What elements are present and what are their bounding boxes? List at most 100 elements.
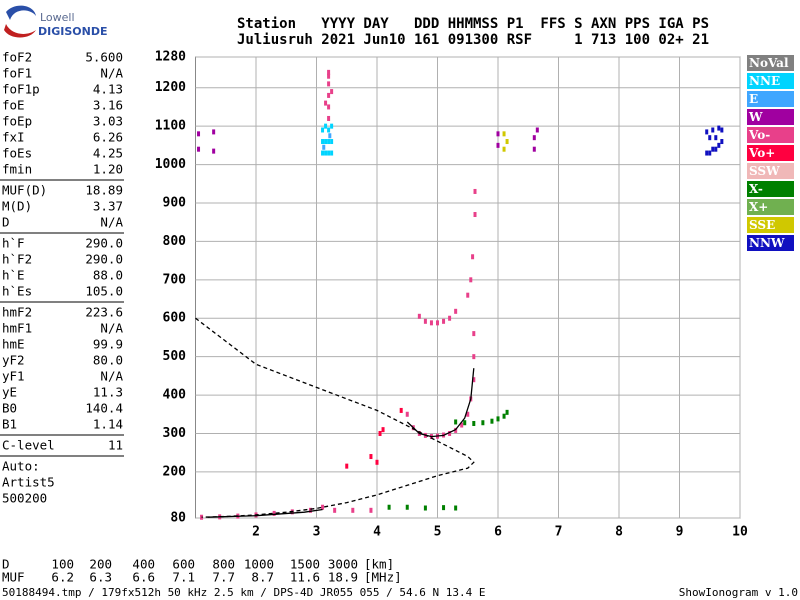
muf-cell: 800 — [212, 557, 235, 572]
echo-point — [448, 315, 452, 321]
echo-point — [327, 73, 331, 79]
logo-swirl — [6, 5, 36, 20]
echo-point — [490, 418, 494, 424]
legend-label: Vo- — [748, 128, 770, 142]
echo-point — [369, 454, 373, 460]
param-name: h`F — [2, 236, 25, 251]
param-name: yF1 — [2, 369, 25, 384]
param-value: 11.3 — [93, 385, 123, 400]
y-tick-label: 600 — [163, 311, 187, 326]
profile-line — [207, 508, 323, 518]
param-name: foF1 — [2, 66, 32, 81]
param-name: fxI — [2, 130, 25, 145]
echo-point — [327, 92, 331, 98]
muf-cell: 7.7 — [212, 570, 235, 585]
param-value: N/A — [100, 215, 123, 230]
muf-cell: MUF — [2, 570, 25, 585]
echo-point — [308, 507, 312, 513]
echo-point — [321, 504, 325, 510]
legend-label: E — [749, 92, 758, 106]
header-line: Juliusruh 2021 Jun10 161 091300 RSF 1 71… — [237, 32, 709, 48]
param-value: 290.0 — [85, 252, 123, 267]
param-value: N/A — [100, 321, 123, 336]
legend-label: X+ — [749, 200, 768, 214]
muf-cell: 1000 — [244, 557, 274, 572]
echo-point — [322, 144, 326, 150]
echo-point — [711, 146, 715, 152]
echo-point — [442, 318, 446, 324]
echo-point — [481, 420, 485, 426]
legend-swatch — [747, 127, 794, 143]
echo-point — [460, 422, 464, 428]
y-tick-label: 800 — [163, 234, 187, 249]
x-tick-label: 9 — [676, 525, 684, 540]
echo-point — [471, 254, 475, 260]
echo-point — [321, 139, 325, 145]
param-name: yE — [2, 385, 17, 400]
echo-point — [327, 104, 331, 110]
echo-point — [423, 318, 427, 324]
echo-point — [720, 127, 724, 133]
param-value: 11 — [108, 438, 123, 453]
param-value: 105.0 — [85, 284, 123, 299]
echo-point — [330, 139, 334, 145]
legend-label: SSE — [749, 218, 775, 232]
legend-swatch — [747, 55, 794, 71]
legend-swatch — [747, 181, 794, 197]
echo-point — [212, 148, 216, 154]
x-tick-label: 3 — [313, 525, 321, 540]
echo-point — [387, 504, 391, 510]
y-tick-label: 400 — [163, 388, 187, 403]
echo-point — [327, 115, 331, 121]
echo-point — [535, 127, 539, 133]
legend-label: W — [748, 110, 763, 124]
x-tick-label: 8 — [615, 525, 623, 540]
echo-point — [472, 331, 476, 337]
echo-point — [717, 125, 721, 131]
y-tick-label: 500 — [163, 349, 187, 364]
legend-swatch — [747, 235, 794, 251]
param-name: yF2 — [2, 353, 25, 368]
echo-point — [381, 427, 385, 433]
echo-point — [378, 430, 382, 436]
param-value: 80.0 — [93, 353, 123, 368]
param-name: h`F2 — [2, 252, 32, 267]
y-tick-label: 200 — [163, 464, 187, 479]
muf-cell: 18.9 — [328, 570, 358, 585]
echo-point — [212, 129, 216, 135]
echo-point — [505, 409, 509, 415]
legend-swatch — [747, 73, 794, 89]
echo-point — [502, 131, 506, 137]
echo-point — [472, 377, 476, 383]
param-name: foF2 — [2, 50, 32, 65]
muf-cell: [MHz] — [364, 570, 402, 585]
y-tick-label: 900 — [163, 195, 187, 210]
muf-cell: 200 — [89, 557, 112, 572]
echo-point — [472, 420, 476, 426]
echo-point — [448, 430, 452, 436]
legend-label: NNW — [749, 236, 785, 250]
echo-point — [327, 127, 331, 133]
param-name: fmin — [2, 162, 32, 177]
echo-point — [417, 313, 421, 319]
echo-point — [454, 505, 458, 511]
param-value: 6.26 — [93, 130, 123, 145]
param-value: 140.4 — [85, 401, 123, 416]
param-value: 88.0 — [93, 268, 123, 283]
y-tick-label: 700 — [163, 272, 187, 287]
echo-point — [496, 142, 500, 148]
x-tick-label: 4 — [373, 525, 381, 540]
echo-point — [436, 320, 439, 326]
y-tick-label: 80 — [170, 511, 186, 526]
legend-label: NNE — [749, 74, 780, 88]
param-name: C-level — [2, 438, 55, 453]
autoscale-text: 500200 — [2, 491, 47, 506]
echo-point — [502, 413, 506, 419]
echo-point — [502, 146, 506, 152]
echo-point — [321, 127, 325, 133]
echo-point — [327, 81, 331, 87]
param-value: 1.20 — [93, 162, 123, 177]
param-name: M(D) — [2, 199, 32, 214]
